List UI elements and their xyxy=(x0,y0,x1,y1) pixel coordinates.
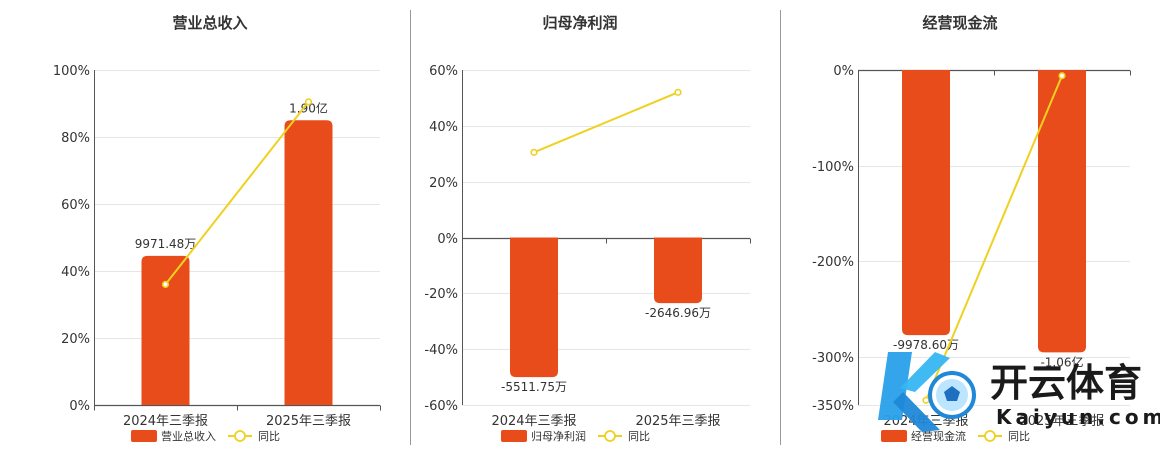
bar xyxy=(141,255,190,405)
legend: 经营现金流 同比 xyxy=(881,429,1030,443)
bar xyxy=(510,237,558,378)
bar-data-label: -5511.75万 xyxy=(501,380,567,394)
y-tick-label: 0% xyxy=(437,232,458,247)
watermark-brand: 开云体育 xyxy=(990,361,1142,405)
legend-line-marker xyxy=(604,430,616,442)
legend-line-label: 同比 xyxy=(628,430,650,443)
kaiyun-logo-icon xyxy=(878,352,976,432)
bar xyxy=(1038,70,1086,353)
y-tick-label: 100% xyxy=(53,64,90,79)
legend-line-label: 同比 xyxy=(258,430,280,443)
bar xyxy=(902,70,950,336)
bar-data-label: -9978.60万 xyxy=(893,338,959,352)
line-point xyxy=(922,396,930,404)
y-tick-label: -100% xyxy=(812,160,854,175)
y-tick-label: 0% xyxy=(833,64,854,79)
bar-data-label: 9971.48万 xyxy=(135,237,197,251)
y-tick-label: -20% xyxy=(424,287,458,302)
y-tick-label: 20% xyxy=(61,332,90,347)
legend-bar-swatch xyxy=(131,430,157,442)
legend: 营业总收入 同比 xyxy=(131,429,280,443)
x-category-label: 2025年三季报 xyxy=(266,414,351,429)
chart-title: 归母净利润 xyxy=(542,14,617,32)
chart-panel: 归母净利润 -60% -40% -20% 0% 20% 40% 60% 2024年三季报 2025… xyxy=(424,14,751,443)
legend-bar-swatch xyxy=(501,430,527,442)
chart-title: 营业总收入 xyxy=(172,14,247,32)
watermark: 开云体育 Kaiyun.com xyxy=(878,352,1160,432)
legend-bar-label: 营业总收入 xyxy=(161,429,216,443)
bar-data-label: 1.90亿 xyxy=(289,100,328,115)
watermark-domain: Kaiyun.com xyxy=(996,405,1160,429)
legend-line-marker xyxy=(234,430,246,442)
line-point xyxy=(161,280,170,289)
line-series xyxy=(533,91,679,154)
legend: 归母净利润 同比 xyxy=(501,429,650,443)
legend-bar-swatch xyxy=(881,430,907,442)
line-point xyxy=(304,98,313,106)
bar-data-label: -1.06亿 xyxy=(1040,354,1083,369)
x-category-label: 2025年三季报 xyxy=(635,414,720,429)
y-tick-label: -40% xyxy=(424,343,458,358)
bar xyxy=(284,120,333,405)
y-tick-label: -350% xyxy=(812,399,854,414)
chart-title: 经营现金流 xyxy=(922,14,997,32)
bar-data-label: -2646.96万 xyxy=(645,306,711,320)
x-category-label: 2025年三季报 xyxy=(1019,414,1104,429)
legend-bar-label: 经营现金流 xyxy=(911,429,966,443)
y-tick-label: 20% xyxy=(429,176,458,191)
line-series xyxy=(164,101,310,286)
line-point xyxy=(530,148,538,156)
y-tick-label: -60% xyxy=(424,399,458,414)
y-tick-label: -200% xyxy=(812,255,854,270)
y-tick-label: 40% xyxy=(61,265,90,280)
line-point xyxy=(674,88,682,96)
chart-panel: 营业总收入 0% 20% 40% 60% 80% 100% 2024年三季报 2025年三季报 9… xyxy=(53,14,381,443)
line-point xyxy=(1058,72,1066,80)
legend-line-label: 同比 xyxy=(1008,430,1030,443)
x-category-label: 2024年三季报 xyxy=(491,414,576,429)
y-tick-label: 40% xyxy=(429,120,458,135)
y-tick-label: -300% xyxy=(812,351,854,366)
bar xyxy=(654,237,702,304)
y-tick-label: 0% xyxy=(69,399,90,414)
line-series xyxy=(925,75,1063,401)
x-category-label: 2024年三季报 xyxy=(123,414,208,429)
y-tick-label: 80% xyxy=(61,131,90,146)
legend-line-marker xyxy=(984,430,996,442)
legend-bar-label: 归母净利润 xyxy=(531,429,586,443)
y-tick-label: 60% xyxy=(61,198,90,213)
y-tick-label: 60% xyxy=(429,64,458,79)
